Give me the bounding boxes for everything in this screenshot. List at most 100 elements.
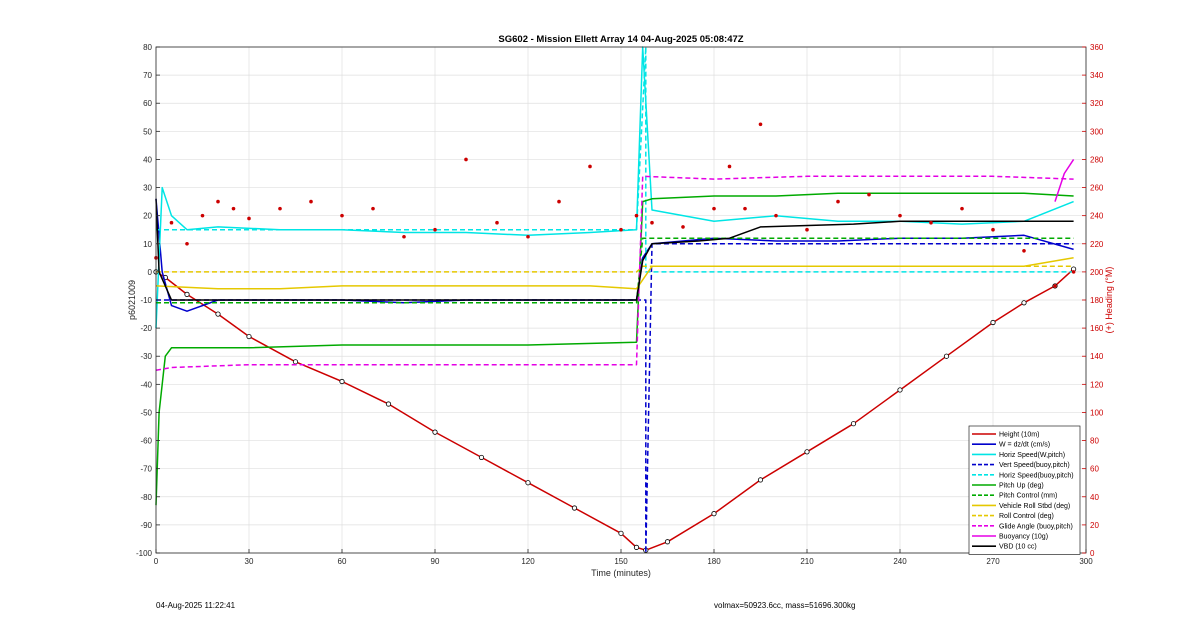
x-tick-label: 270: [986, 557, 1000, 566]
y2-tick-label: 340: [1090, 71, 1104, 80]
heading-point: [991, 227, 995, 232]
y2-axis-label: (+) Heading (°M): [1104, 267, 1114, 334]
height-marker: [385, 401, 392, 407]
heading-point: [526, 234, 530, 239]
y-tick-label: -30: [140, 352, 152, 361]
series-line: [155, 257, 1074, 290]
series-group: [153, 46, 1077, 554]
y2-tick-label: 20: [1090, 521, 1099, 530]
y2-tick-label: 280: [1090, 155, 1104, 164]
y-tick-label: -50: [140, 408, 152, 417]
heading-point: [1022, 249, 1026, 253]
y2-tick-label: 240: [1090, 212, 1104, 221]
heading-point: [169, 220, 174, 225]
y-tick-label: 20: [143, 212, 152, 221]
y-tick-label: -70: [140, 465, 152, 474]
y-tick-label: -100: [136, 549, 153, 558]
y2-tick-label: 100: [1090, 408, 1104, 417]
legend: Height (10m) W = dz/dt (cm/s) Horiz Speed(…: [968, 425, 1081, 555]
heading-point: [758, 122, 763, 127]
y-tick-label: 40: [143, 155, 152, 164]
y2-tick-label: 200: [1090, 268, 1104, 277]
legend-label: Height (10m): [999, 432, 1039, 439]
heading-point: [557, 199, 561, 204]
legend-label: Buoyancy (10g): [999, 534, 1048, 541]
height-marker: [339, 378, 345, 385]
height-marker: [292, 359, 299, 365]
y2-tick-label: 300: [1090, 127, 1104, 136]
height-marker: [525, 480, 531, 486]
y2-tick-label: 180: [1090, 296, 1104, 305]
y-axis-label: p6021009: [127, 280, 137, 320]
series-line: [155, 192, 1074, 506]
y2-tick-label: 260: [1090, 184, 1104, 193]
y-tick-label: -90: [140, 521, 152, 530]
height-marker: [432, 429, 438, 435]
heading-point: [727, 164, 732, 169]
legend-label: Pitch Up (deg): [999, 483, 1044, 490]
footer-volmax-mass: volmax=50923.6cc, mass=51696.300kg: [714, 601, 856, 610]
heading-point: [278, 206, 282, 211]
heading-point: [231, 206, 236, 211]
series-line: [155, 268, 1075, 551]
series-line: [156, 237, 1074, 304]
heading-point: [247, 216, 251, 221]
series-line: [155, 46, 1074, 329]
x-tick-label: 300: [1079, 557, 1093, 566]
heading-point: [650, 220, 654, 225]
y2-tick-label: 120: [1090, 380, 1104, 389]
heading-point: [634, 213, 639, 218]
height-marker: [990, 319, 996, 326]
y2-tick-label: 80: [1090, 437, 1099, 446]
heading-point: [898, 213, 902, 218]
heading-point: [402, 234, 406, 239]
x-axis-label: Time (minutes): [591, 568, 651, 578]
heading-point: [929, 220, 933, 225]
ticks-group: 0 30 60 90 120 150 180 210 240 270 300-100-90-80-7…: [136, 43, 1104, 566]
y-tick-label: -60: [140, 437, 152, 446]
y2-tick-label: 360: [1090, 43, 1104, 52]
height-marker: [633, 544, 640, 550]
y2-tick-label: 220: [1090, 240, 1104, 249]
height-marker: [215, 311, 221, 317]
x-tick-label: 120: [521, 557, 535, 566]
heading-point: [433, 227, 437, 232]
height-marker: [804, 449, 810, 455]
heading-point: [371, 206, 375, 211]
x-tick-label: 150: [614, 557, 628, 566]
y-tick-label: 60: [143, 99, 152, 108]
y2-tick-label: 320: [1090, 99, 1104, 108]
heading-point: [340, 213, 344, 218]
legend-box: [968, 425, 1081, 555]
y-tick-label: -10: [140, 296, 152, 305]
y-tick-label: 30: [143, 184, 152, 193]
x-tick-label: 240: [893, 557, 907, 566]
heading-point: [867, 192, 871, 197]
heading-point: [774, 213, 778, 218]
heading-point: [309, 199, 313, 204]
legend-label: W = dz/dt (cm/s): [999, 442, 1050, 449]
heading-point: [1053, 284, 1057, 288]
heading-point: [712, 206, 716, 211]
height-marker: [897, 387, 903, 393]
height-marker: [618, 530, 624, 536]
height-marker: [571, 505, 578, 511]
y2-tick-label: 160: [1090, 324, 1104, 333]
x-tick-label: 60: [338, 557, 347, 566]
heading-point: [743, 206, 747, 211]
heading-point: [1071, 270, 1076, 274]
y-tick-label: 70: [143, 71, 152, 80]
y-tick-label: 50: [143, 127, 152, 136]
x-tick-label: 180: [707, 557, 721, 566]
series-line: [156, 46, 1074, 273]
heading-point: [681, 225, 685, 229]
y-tick-label: -40: [140, 380, 152, 389]
x-tick-label: 90: [431, 557, 440, 566]
x-tick-label: 210: [800, 557, 814, 566]
heading-point: [588, 164, 592, 169]
legend-label: Horiz Speed(W,pitch): [999, 452, 1065, 459]
legend-label: Glide Angle (buoy,pitch): [999, 523, 1073, 530]
legend-label: Vehicle Roll Stbd (deg): [999, 503, 1070, 510]
chart-title: SG602 - Mission Ellett Array 14 04-Aug-2…: [498, 34, 743, 45]
